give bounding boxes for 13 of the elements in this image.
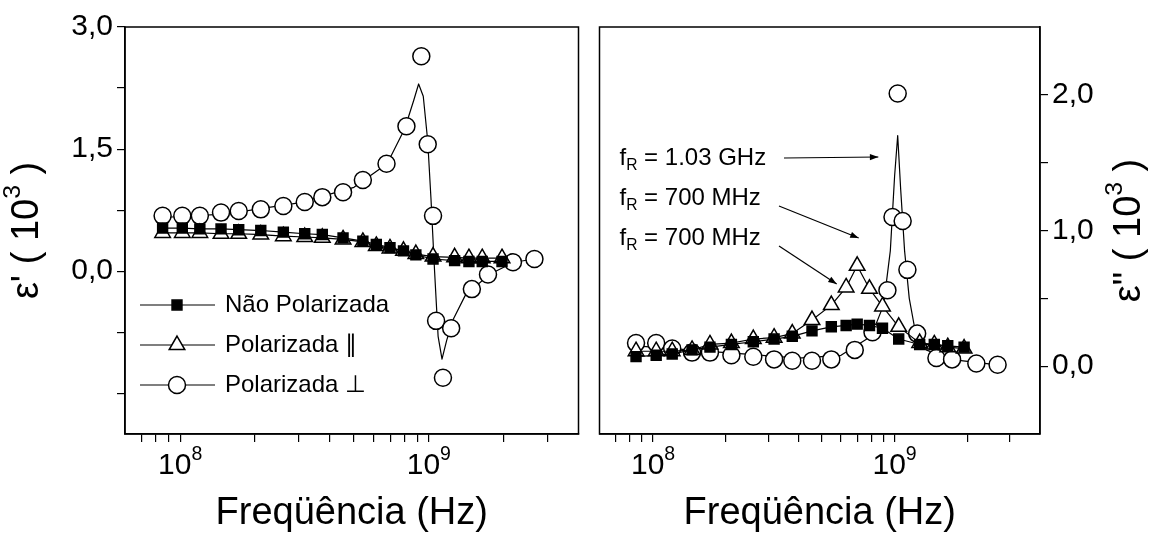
y-axis-title: ε' ( 103 ) (0, 161, 47, 300)
y-tick-label: 0,0 (1052, 347, 1094, 381)
y-tick-label: 3,0 (71, 8, 114, 42)
legend-label: Polarizada ∥ (225, 329, 358, 358)
y-axis-title: ε" ( 103 ) (1100, 158, 1149, 303)
legend-label: Não Polarizada (225, 289, 390, 317)
x-axis-title: Freqüência (Hz) (683, 490, 956, 533)
x-axis-title: Freqüência (Hz) (215, 490, 488, 533)
y-tick-label: 2,0 (1052, 76, 1094, 110)
y-tick-label: 1,0 (1052, 211, 1094, 245)
legend-label: Polarizada ⊥ (225, 369, 366, 397)
y-tick-label: 0,0 (71, 252, 114, 286)
y-tick-label: 1,5 (71, 130, 114, 164)
